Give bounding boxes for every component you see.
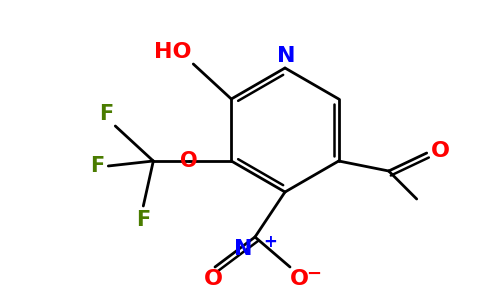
Text: HO: HO <box>154 42 191 62</box>
Text: −: − <box>306 265 321 283</box>
Text: +: + <box>263 233 277 251</box>
Text: O: O <box>181 151 198 171</box>
Text: F: F <box>136 210 151 230</box>
Text: N: N <box>235 239 253 259</box>
Text: N: N <box>277 46 295 66</box>
Text: O: O <box>431 141 450 161</box>
Text: O: O <box>203 269 223 289</box>
Text: F: F <box>90 156 105 176</box>
Text: O: O <box>290 269 309 289</box>
Text: F: F <box>99 104 113 124</box>
